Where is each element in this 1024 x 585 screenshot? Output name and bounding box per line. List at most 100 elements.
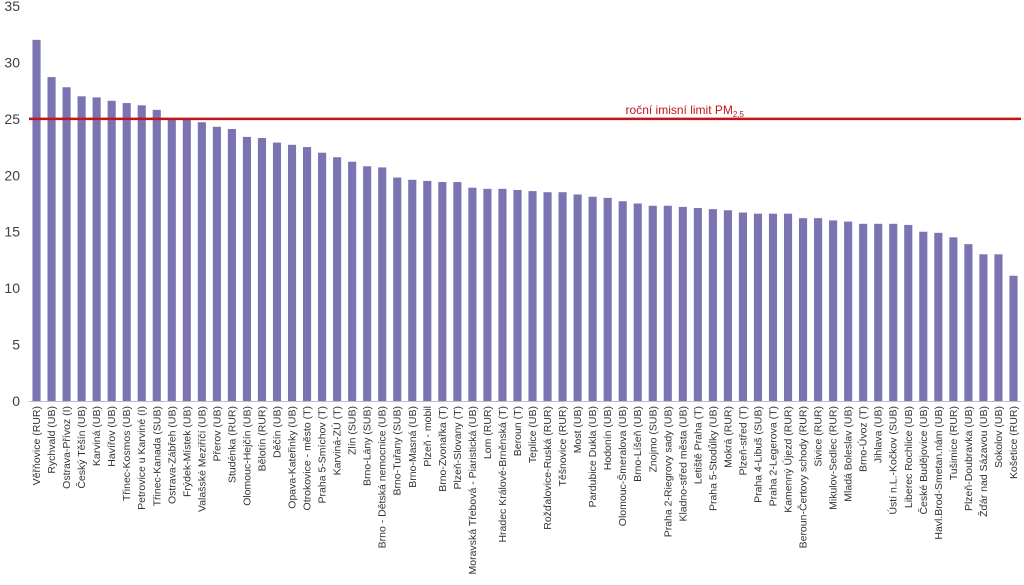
x-tick-label: Mladá Boleslav (UB) [843, 406, 855, 502]
y-tick-label: 20 [4, 167, 20, 183]
bar [723, 210, 732, 401]
bar [889, 223, 898, 401]
x-tick-label: Třinec-Kanada (SUB) [151, 406, 163, 506]
bar [62, 87, 71, 401]
bar [408, 179, 417, 401]
bar [303, 147, 312, 401]
bar [423, 180, 432, 401]
x-tick-label: Sokolov (UB) [993, 406, 1005, 468]
bar [799, 218, 808, 401]
x-tick-label: Havířov (UB) [106, 406, 118, 467]
x-tick-label: Teplice (UB) [527, 406, 539, 463]
x-axis-labels: Věřňovice (RUR) Rychvald (UB) Ostrava-Přív… [31, 406, 1020, 574]
x-tick-label: Petrovice u Karviné (I) [136, 406, 148, 510]
bar [693, 208, 702, 401]
x-tick-label: Rychvald (UB) [46, 406, 58, 474]
bar [994, 254, 1003, 401]
x-tick-label: Brno - Dětská nemocnice (UB) [377, 406, 389, 548]
x-tick-label: Zlín (SUB) [347, 406, 359, 455]
bar [77, 96, 86, 401]
x-tick-label: Věřňovice (RUR) [31, 406, 43, 485]
bar [137, 105, 146, 401]
bar [92, 97, 101, 401]
bar [618, 201, 627, 401]
y-tick-label: 10 [4, 280, 20, 296]
x-tick-label: Praha 5-Stodůlky (UB) [707, 406, 719, 511]
x-tick-label: Ostrava-Přívoz (I) [61, 406, 73, 489]
bar [979, 254, 988, 401]
x-tick-label: Kladno-střed města (UB) [677, 406, 689, 522]
x-tick-label: Hodonín (UB) [602, 406, 614, 470]
y-tick-label: 35 [4, 0, 20, 14]
x-tick-label: Karviná-ZÚ (T) [331, 406, 344, 475]
x-tick-label: Mokrá (RUR) [722, 406, 734, 468]
bar [498, 188, 507, 401]
y-tick-label: 5 [12, 337, 20, 353]
x-tick-label: Plzeň-střed (T) [737, 406, 749, 475]
bar [603, 197, 612, 401]
bar [543, 192, 552, 401]
x-tick-label: Brno-Tuřany (SUB) [392, 406, 404, 495]
x-tick-label: Praha 2-Legerova (T) [768, 406, 780, 506]
x-tick-label: Mikulov-Sedlec (RUR) [828, 406, 840, 510]
x-tick-label: České Budějovice (UB) [917, 406, 930, 515]
x-tick-label: Havl.Brod-Smetan.nám (UB) [933, 406, 945, 540]
y-tick-label: 15 [4, 224, 20, 240]
x-tick-label: Jihlava (UB) [873, 406, 885, 463]
x-tick-label: Tušimice (RUR) [948, 406, 960, 480]
bar [648, 205, 657, 401]
limit-label-text: roční imisní limit PM [626, 103, 733, 117]
bar [814, 218, 823, 401]
x-tick-label: Liberec Rochlice (UB) [903, 406, 915, 508]
bar [663, 205, 672, 401]
x-tick-label: Praha 4-Libuš (SUB) [752, 406, 764, 503]
x-tick-label: Hradec Králové-Brněnská (T) [497, 406, 509, 543]
bar [227, 129, 236, 401]
bar [393, 177, 402, 401]
bar [904, 224, 913, 401]
bar [182, 119, 191, 402]
x-tick-label: Plzeň-Slovany (T) [452, 406, 464, 489]
x-tick-label: Lom (RUR) [482, 406, 494, 459]
bar [573, 194, 582, 401]
x-tick-label: Znojmo (SUB) [647, 406, 659, 473]
y-tick-label: 0 [12, 393, 20, 409]
x-tick-label: Beroun-Čertovy schody (RUR) [797, 406, 810, 548]
x-tick-label: Kamenný Újezd (RUR) [782, 406, 795, 513]
x-tick-label: Těšnovice (RUR) [557, 406, 569, 487]
x-tick-label: Letiště Praha (T) [692, 406, 704, 484]
bar [483, 188, 492, 401]
limit-label: roční imisní limit PM2,5 [626, 103, 745, 119]
x-tick-label: Brno-Úvoz (T) [857, 406, 870, 472]
x-tick-label: Beroun (T) [512, 406, 524, 456]
x-tick-label: Přerov (UB) [211, 406, 223, 461]
bar [934, 232, 943, 401]
bar [468, 187, 477, 401]
bar [528, 191, 537, 401]
x-tick-label: Praha 2-Riegrovy sady (UB) [662, 406, 674, 537]
x-tick-label: Rožďalovice-Ruská (RUR) [542, 406, 554, 530]
bar [257, 138, 267, 402]
bar [318, 152, 327, 401]
x-tick-label: Otrokovice - město (T) [302, 406, 314, 510]
bar [107, 100, 116, 402]
y-tick-label: 30 [4, 54, 20, 70]
bar [438, 182, 447, 401]
x-tick-label: Frýdek-Místek (UB) [181, 406, 193, 497]
bar [287, 144, 297, 401]
x-tick-label: Brno-Líšeň (UB) [632, 406, 644, 482]
x-tick-label: Studénka (RUR) [226, 406, 238, 483]
x-tick-label: Most (UB) [572, 406, 584, 453]
bar [348, 161, 357, 401]
bar [588, 196, 597, 401]
bar [558, 192, 567, 401]
bar [919, 231, 928, 401]
bar [678, 206, 687, 401]
bar [964, 244, 973, 401]
x-tick-label: Olomouc-Hejčín (UB) [241, 406, 253, 506]
limit-label-subscript: 2,5 [733, 110, 745, 119]
bar [32, 39, 41, 402]
bar [633, 203, 642, 401]
bar [829, 220, 838, 401]
